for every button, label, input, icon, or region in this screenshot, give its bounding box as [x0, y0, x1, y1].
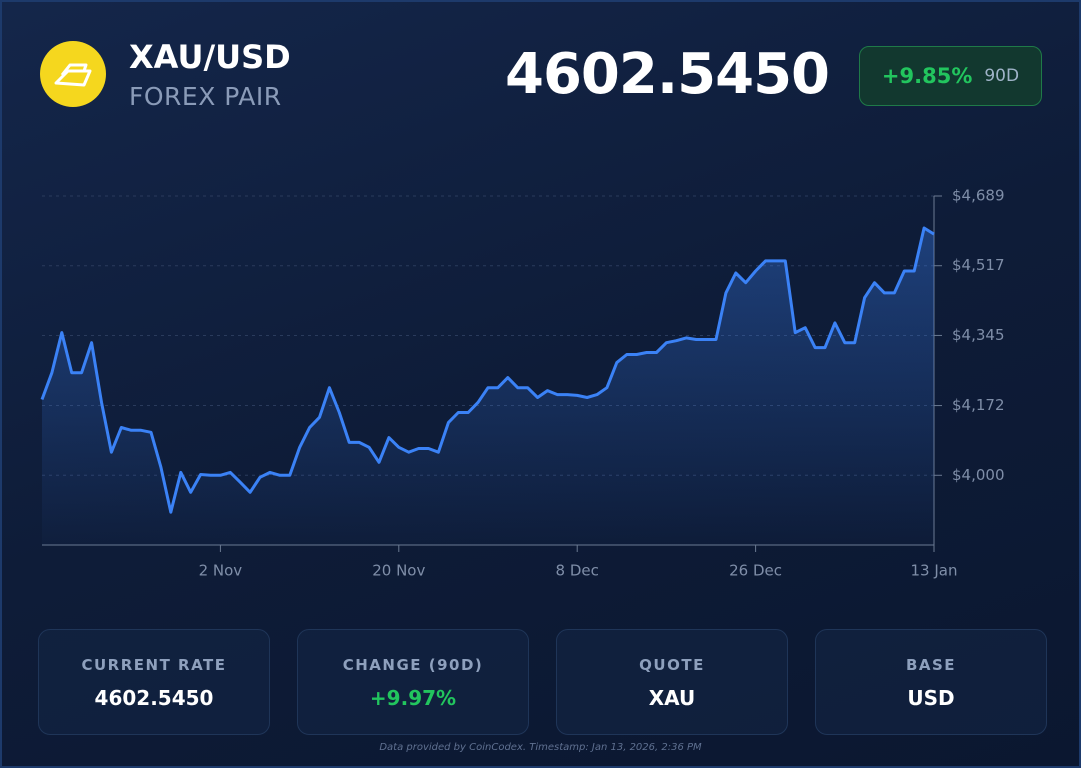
change-badge: +9.85% 90D — [859, 46, 1042, 106]
x-tick-label: 20 Nov — [372, 562, 425, 580]
symbol: XAU/USD — [129, 38, 291, 76]
line-area — [42, 228, 934, 545]
price-line — [40, 226, 935, 514]
price: 4602.5450 — [505, 42, 830, 107]
stat-card: CHANGE (90D) +9.97% — [297, 629, 529, 735]
stat-card: BASE USD — [815, 629, 1047, 735]
stat-card: QUOTE XAU — [556, 629, 788, 735]
stat-value: 4602.5450 — [94, 686, 214, 710]
stat-label: QUOTE — [639, 656, 705, 674]
x-tick-label: 8 Dec — [556, 562, 599, 580]
chart: $4,000 $4,172 $4,345 $4,517 $4,689 2 Nov 20 No… — [40, 187, 1005, 580]
y-tick-label: $4,172 — [952, 396, 1005, 414]
period: 90D — [984, 66, 1020, 86]
x-tick-label: 26 Dec — [729, 562, 782, 580]
y-tick-label: $4,345 — [952, 326, 1005, 344]
gold-icon — [40, 41, 106, 107]
stat-label: CURRENT RATE — [81, 656, 227, 674]
stat-value: +9.97% — [369, 686, 457, 710]
stat-value: XAU — [648, 686, 696, 710]
change: +9.85% — [881, 64, 973, 88]
y-tick-label: $4,000 — [952, 466, 1005, 484]
stat-value: USD — [907, 686, 955, 710]
y-tick-label: $4,517 — [952, 256, 1005, 274]
x-tick-label: 13 Jan — [911, 562, 958, 580]
footer: Data provided by CoinCodex. Timestamp: J… — [379, 742, 702, 753]
subtitle: FOREX PAIR — [129, 82, 282, 111]
x-tick-label: 2 Nov — [199, 562, 243, 580]
stat-label: CHANGE (90D) — [342, 656, 484, 674]
stat-label: BASE — [905, 656, 957, 674]
y-tick-label: $4,689 — [952, 187, 1005, 205]
stat-card: CURRENT RATE 4602.5450 — [38, 629, 270, 735]
